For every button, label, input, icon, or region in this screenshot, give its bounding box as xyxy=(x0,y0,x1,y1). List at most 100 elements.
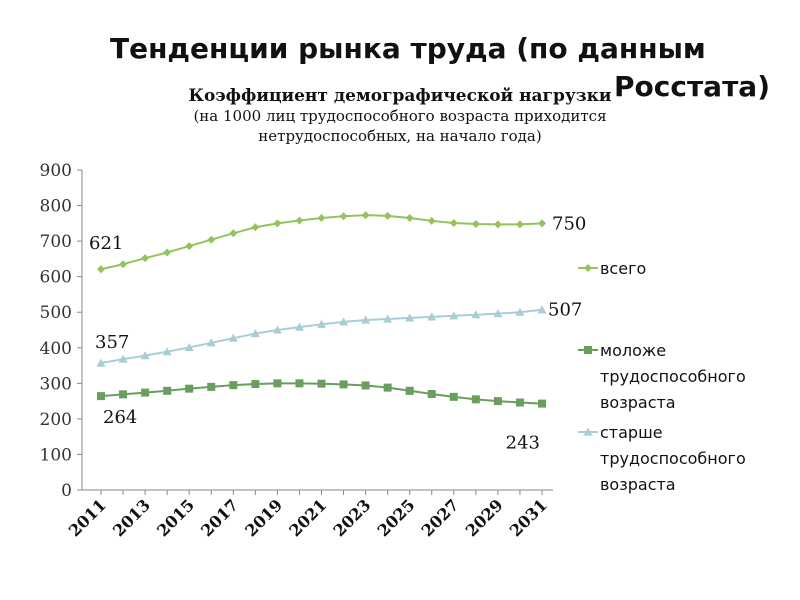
slide-title-line-2: Росстата) xyxy=(614,70,770,103)
x-tick-label: 2011 xyxy=(65,495,110,540)
legend-item: старше трудоспособного возраста xyxy=(578,423,746,494)
chart-subtitle-line-1: (на 1000 лиц трудоспособного возраста пр… xyxy=(193,107,607,125)
slide-title-line-1: Тенденции рынка труда (по данным xyxy=(110,32,706,65)
data-point xyxy=(449,392,458,401)
legend-label: моложе xyxy=(600,341,666,360)
x-tick-label: 2025 xyxy=(374,495,419,540)
series-group xyxy=(97,211,546,274)
data-point xyxy=(383,211,392,220)
x-tick-label: 2019 xyxy=(241,495,286,540)
data-point xyxy=(339,212,348,221)
data-point xyxy=(251,380,260,389)
data-point xyxy=(96,358,106,367)
data-point xyxy=(427,312,437,321)
data-point xyxy=(537,305,547,314)
data-point xyxy=(405,386,414,395)
data-point xyxy=(383,314,393,323)
chart-title-block: Коэффициент демографической нагрузки (на… xyxy=(150,86,650,146)
x-tick-label: 2031 xyxy=(506,495,551,540)
data-point xyxy=(118,354,128,363)
x-tick-label: 2013 xyxy=(109,495,154,540)
data-point xyxy=(493,309,503,318)
data-point xyxy=(207,382,216,391)
data-point xyxy=(140,351,150,360)
data-point xyxy=(273,379,282,388)
data-point xyxy=(361,211,370,220)
data-point xyxy=(405,214,414,222)
data-point xyxy=(317,214,326,222)
data-point xyxy=(141,388,150,397)
data-point xyxy=(493,397,502,406)
data-point xyxy=(273,219,282,228)
data-point xyxy=(272,325,282,334)
data-label: 243 xyxy=(506,433,540,454)
data-point xyxy=(427,390,436,398)
data-point xyxy=(538,399,546,408)
data-point xyxy=(119,260,128,269)
x-tick-label: 2027 xyxy=(418,495,463,540)
data-point xyxy=(515,220,524,229)
series-group xyxy=(97,379,546,408)
y-tick-label: 700 xyxy=(40,232,72,252)
data-point xyxy=(229,381,238,390)
chart-subtitle-line-2: нетрудоспособных, на начало года) xyxy=(258,127,542,145)
data-label: 264 xyxy=(103,407,137,428)
series-group xyxy=(96,305,547,367)
data-point xyxy=(229,229,238,238)
y-tick-label: 200 xyxy=(40,410,72,430)
data-point xyxy=(515,398,524,407)
data-point xyxy=(493,220,502,229)
data-point xyxy=(339,317,349,326)
data-label: 621 xyxy=(89,233,123,254)
data-label: 507 xyxy=(548,300,582,321)
data-point xyxy=(206,338,216,347)
data-point xyxy=(251,223,260,232)
y-tick-label: 0 xyxy=(61,481,72,501)
data-label: 750 xyxy=(552,213,586,234)
y-tick-label: 100 xyxy=(40,445,72,465)
y-tick-label: 400 xyxy=(40,339,72,359)
data-point xyxy=(250,329,260,338)
legend-label: возраста xyxy=(600,393,676,412)
y-tick-label: 600 xyxy=(40,268,72,288)
x-tick-label: 2015 xyxy=(153,495,198,540)
data-point xyxy=(538,219,546,228)
slide-title: Тенденции рынка труда (по данным Росстат… xyxy=(110,30,770,106)
legend-item: всего xyxy=(578,259,646,278)
legend-label: старше xyxy=(600,423,663,442)
data-point xyxy=(163,386,172,395)
data-label: 357 xyxy=(95,332,129,353)
data-point xyxy=(471,395,480,404)
data-point xyxy=(449,218,458,227)
y-tick-label: 900 xyxy=(40,161,72,181)
data-point xyxy=(361,315,371,324)
data-point xyxy=(471,310,481,319)
data-point xyxy=(339,380,348,389)
data-point xyxy=(294,322,304,331)
data-point xyxy=(207,235,216,244)
data-point xyxy=(162,347,172,356)
x-tick-label: 2021 xyxy=(285,495,330,540)
y-tick-label: 800 xyxy=(40,197,72,217)
legend-label: возраста xyxy=(600,475,676,494)
data-point xyxy=(405,313,415,322)
data-point xyxy=(119,390,128,399)
data-point xyxy=(361,381,370,390)
x-tick-label: 2023 xyxy=(330,495,375,540)
data-point xyxy=(295,216,304,225)
data-point xyxy=(97,392,105,401)
x-tick-label: 2029 xyxy=(462,495,507,540)
data-point xyxy=(185,384,194,393)
data-point xyxy=(185,242,194,251)
data-point xyxy=(515,307,525,316)
legend-swatch-marker xyxy=(584,264,592,272)
data-point xyxy=(427,216,436,225)
data-point xyxy=(317,379,326,388)
data-point xyxy=(471,220,480,229)
data-point xyxy=(317,319,326,328)
y-tick-label: 300 xyxy=(40,374,72,394)
data-point xyxy=(141,254,150,263)
legend-item: моложе трудоспособного возраста xyxy=(578,341,746,412)
data-point xyxy=(97,265,105,274)
